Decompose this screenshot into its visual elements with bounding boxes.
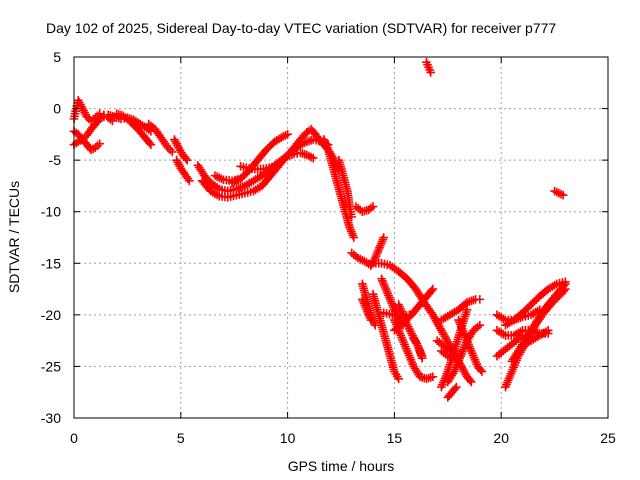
data-point (477, 367, 487, 376)
data-point (452, 346, 461, 356)
data-point (349, 233, 359, 242)
data-point (366, 315, 376, 325)
y-tick-label: -15 (41, 255, 61, 271)
data-point (558, 190, 568, 200)
data-point (466, 377, 476, 387)
data-points (69, 57, 570, 402)
data-point (428, 372, 438, 382)
y-tick-label: 0 (53, 101, 61, 117)
chart-title: Day 102 of 2025, Sidereal Day-to-day VTE… (46, 20, 556, 36)
data-point (475, 320, 485, 330)
data-point (283, 130, 292, 139)
tick-labels: 0 5 10 15 20 25 5 0 -5 -10 -15 -20 -25 -30 (41, 49, 616, 446)
data-point (543, 326, 553, 335)
y-axis-label: SDTVAR / TECUs (6, 181, 22, 293)
x-tick-label: 10 (280, 430, 296, 446)
data-point (426, 68, 436, 77)
y-tick-label: -30 (41, 410, 61, 426)
data-point (308, 153, 318, 163)
data-point (236, 174, 245, 184)
y-tick-label: 5 (53, 49, 61, 65)
data-point (347, 212, 356, 222)
x-tick-label: 0 (70, 430, 78, 446)
data-point (475, 295, 485, 304)
data-point (182, 155, 192, 165)
y-tick-label: -10 (41, 204, 61, 220)
data-point (167, 147, 177, 157)
data-point (428, 284, 438, 294)
data-point (452, 382, 461, 392)
x-tick-label: 25 (600, 430, 616, 446)
data-point (417, 353, 427, 363)
x-tick-label: 5 (177, 430, 185, 446)
grid (74, 57, 608, 418)
data-point (95, 139, 104, 148)
x-tick-label: 20 (493, 430, 509, 446)
y-tick-label: -5 (49, 152, 62, 168)
data-point (560, 277, 570, 287)
plot-frame (73, 56, 609, 419)
axis-ticks (73, 56, 609, 419)
data-point (368, 202, 378, 211)
y-tick-label: -25 (41, 358, 61, 374)
x-axis-label: GPS time / hours (288, 458, 395, 474)
data-point (394, 374, 403, 384)
data-point (185, 176, 194, 186)
x-tick-label: 15 (387, 430, 403, 446)
y-tick-label: -20 (41, 307, 61, 323)
data-point (270, 162, 280, 171)
data-point (462, 305, 472, 314)
data-point (146, 140, 156, 149)
